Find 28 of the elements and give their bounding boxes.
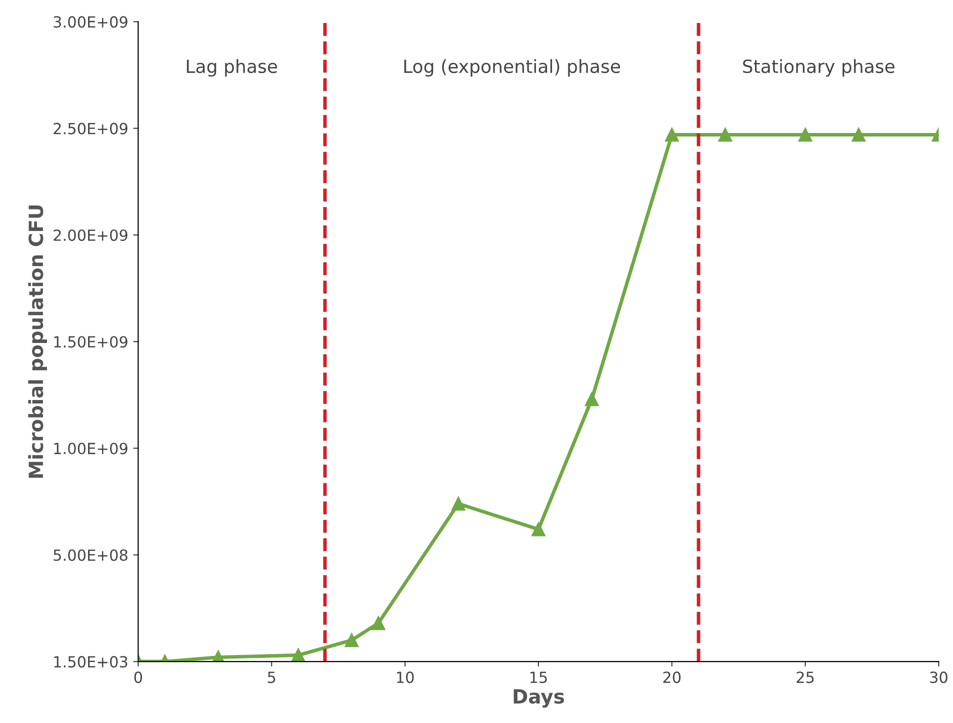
- x-tick-label: 0: [134, 672, 142, 684]
- y-tick-label: 2.50E+09: [54, 122, 128, 134]
- point: [798, 128, 812, 142]
- y-tick-label: 1.00E+09: [54, 442, 128, 454]
- x-tick-label: 10: [396, 672, 414, 684]
- y-tick-label: 1.50E+09: [54, 336, 128, 348]
- annotation: Log (exponential) phase: [404, 59, 620, 77]
- point: [718, 128, 732, 142]
- point: [532, 522, 546, 536]
- y-tick-label: 5.00E+08: [54, 549, 128, 561]
- y-tick-label: 3.00E+09: [54, 16, 128, 28]
- point: [371, 616, 386, 630]
- x-tick-label: 15: [530, 672, 547, 684]
- x-axis-title: Days: [514, 689, 564, 708]
- y-tick-label: 2.00E+09: [54, 229, 128, 241]
- x-tick-label: 5: [268, 672, 276, 684]
- point: [664, 128, 679, 142]
- y-tick-label: 1.50E+03: [54, 656, 128, 668]
- annotation: Lag phase: [186, 59, 278, 77]
- x-tick-label: 25: [796, 672, 814, 684]
- point: [344, 633, 359, 648]
- y-axis-title: Microbial population CFU: [28, 206, 47, 478]
- x-tick-label: 30: [930, 672, 948, 684]
- point: [852, 128, 866, 142]
- point: [584, 392, 599, 406]
- annotation: Stationary phase: [743, 59, 894, 77]
- point: [451, 496, 466, 511]
- x-tick-label: 20: [663, 672, 681, 684]
